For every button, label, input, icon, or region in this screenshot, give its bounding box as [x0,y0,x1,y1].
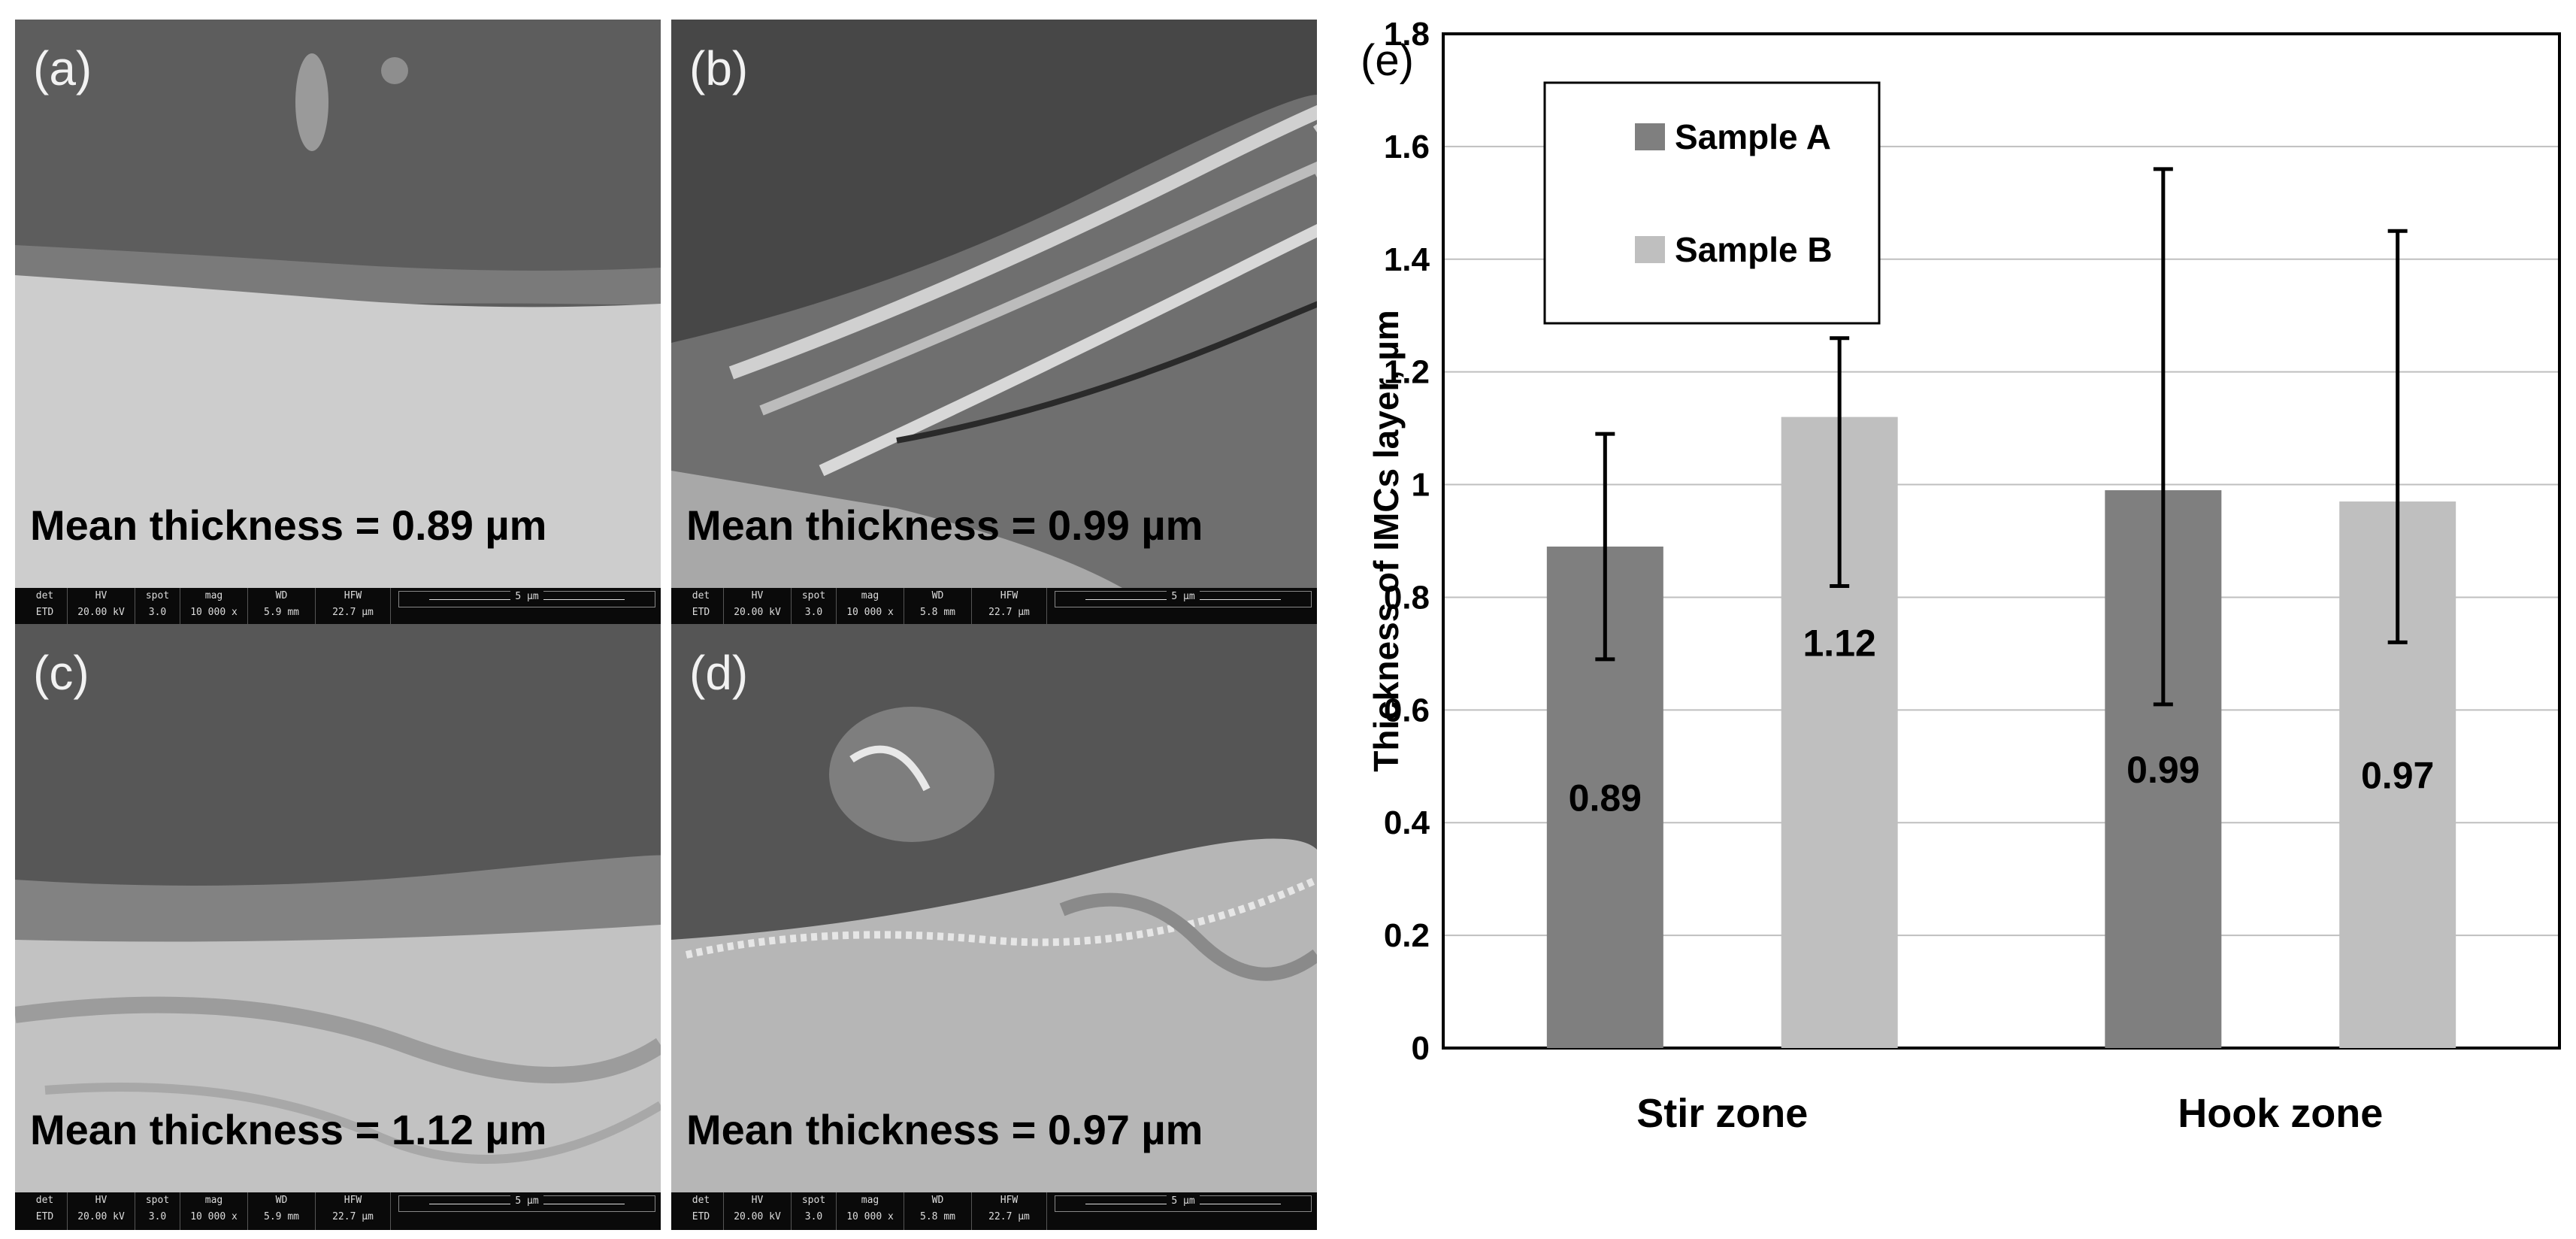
databar-wd: WD 5.9 mm [248,1192,316,1230]
y-tick-label: 0.4 [1384,804,1430,841]
databar-det: det ETD [679,588,724,626]
x-category-label: Hook zone [2178,1091,2383,1136]
databar-mag: mag 10 000 x [180,1192,248,1230]
legend-swatch [1635,123,1665,150]
panel-letter: (b) [689,41,749,95]
y-axis-label: Thickness of IMCs layer, µm [1367,310,1406,772]
legend-label: Sample A [1675,117,1831,156]
sem-databar: det ETD HV 20.00 kV spot 3.0 mag 10 000 x WD 5.8 … [671,1192,1317,1230]
mean-thickness-label: Mean thickness = 0.89 µm [30,501,547,549]
databar-hfw: HFW 22.7 µm [972,1192,1047,1230]
data-label: 0.99 [2126,749,2199,791]
plot-frame [1442,32,2561,1050]
scale-bar: 5 µm [1055,1195,1312,1212]
sem-image-c: (c) Mean thickness = 1.12 µm det ETD HV 20.… [15,624,661,1230]
scale-bar: 5 µm [1055,591,1312,607]
mean-thickness-label: Mean thickness = 0.99 µm [686,501,1203,549]
panel-letter: (a) [33,41,92,95]
y-tick-label: 1.6 [1384,129,1430,165]
databar-hv: HV 20.00 kV [68,588,135,626]
data-label: 0.97 [2361,755,2434,797]
databar-hv: HV 20.00 kV [68,1192,135,1230]
legend-swatch [1635,236,1665,263]
y-tick-label: 0.2 [1384,917,1430,954]
y-tick-label: 1.4 [1384,241,1430,278]
micrograph-d [671,624,1317,1192]
databar-mag: mag 10 000 x [180,588,248,626]
y-tick-label: 1.8 [1384,16,1430,53]
databar-hv: HV 20.00 kV [724,588,792,626]
databar-spot: spot 3.0 [135,588,180,626]
databar-det: det ETD [679,1192,724,1230]
panel-letter: (e) [1361,36,1414,85]
y-tick-label: 0.8 [1384,579,1430,616]
y-tick-label: 1.2 [1384,354,1430,391]
data-label: 1.12 [1803,622,1876,664]
databar-wd: WD 5.8 mm [904,1192,972,1230]
sem-databar: det ETD HV 20.00 kV spot 3.0 mag 10 000 x WD 5.8 … [671,588,1317,626]
scale-bar: 5 µm [398,591,655,607]
databar-spot: spot 3.0 [135,1192,180,1230]
legend-label: Sample B [1675,230,1833,269]
y-tick-label: 0.6 [1384,692,1430,729]
databar-hfw: HFW 22.7 µm [316,588,391,626]
legend-box [1543,81,1881,325]
y-tick-label: 0 [1412,1030,1430,1067]
sem-image-a: (a) Mean thickness = 0.89 µm det ETD HV 20.… [15,20,661,626]
databar-wd: WD 5.9 mm [248,588,316,626]
micrograph-c [15,624,661,1192]
micrograph-a [15,20,661,588]
mean-thickness-label: Mean thickness = 1.12 µm [30,1106,547,1153]
sem-image-b: (b) Mean thickness = 0.99 µm det ETD HV 20.… [671,20,1317,626]
databar-det: det ETD [23,1192,68,1230]
panel-letter: (d) [689,646,749,700]
panel-letter: (c) [33,646,89,700]
x-category-label: Stir zone [1636,1091,1808,1136]
chart-panel: 0 0.2 0.4 0.6 0.8 1 1.2 1.4 1.6 1.8 0.89 1.12 0.99 0.… [1330,15,2571,1233]
sem-databar: det ETD HV 20.00 kV spot 3.0 mag 10 000 x WD 5.9 … [15,1192,661,1230]
databar-det: det ETD [23,588,68,626]
mean-thickness-label: Mean thickness = 0.97 µm [686,1106,1203,1153]
data-label: 0.89 [1569,777,1642,819]
sem-image-d: (d) Mean thickness = 0.97 µm det ETD HV 20.… [671,624,1317,1230]
databar-hv: HV 20.00 kV [724,1192,792,1230]
databar-hfw: HFW 22.7 µm [316,1192,391,1230]
bar-chart: 0 0.2 0.4 0.6 0.8 1 1.2 1.4 1.6 1.8 0.89 1.12 0.99 0.… [1361,16,2561,1136]
databar-spot: spot 3.0 [792,1192,837,1230]
databar-wd: WD 5.8 mm [904,588,972,626]
sem-databar: det ETD HV 20.00 kV spot 3.0 mag 10 000 x WD 5.9 … [15,588,661,626]
databar-mag: mag 10 000 x [837,1192,904,1230]
y-tick-label: 1 [1412,467,1430,504]
databar-mag: mag 10 000 x [837,588,904,626]
scale-bar: 5 µm [398,1195,655,1212]
databar-spot: spot 3.0 [792,588,837,626]
micrograph-b [671,20,1317,588]
databar-hfw: HFW 22.7 µm [972,588,1047,626]
